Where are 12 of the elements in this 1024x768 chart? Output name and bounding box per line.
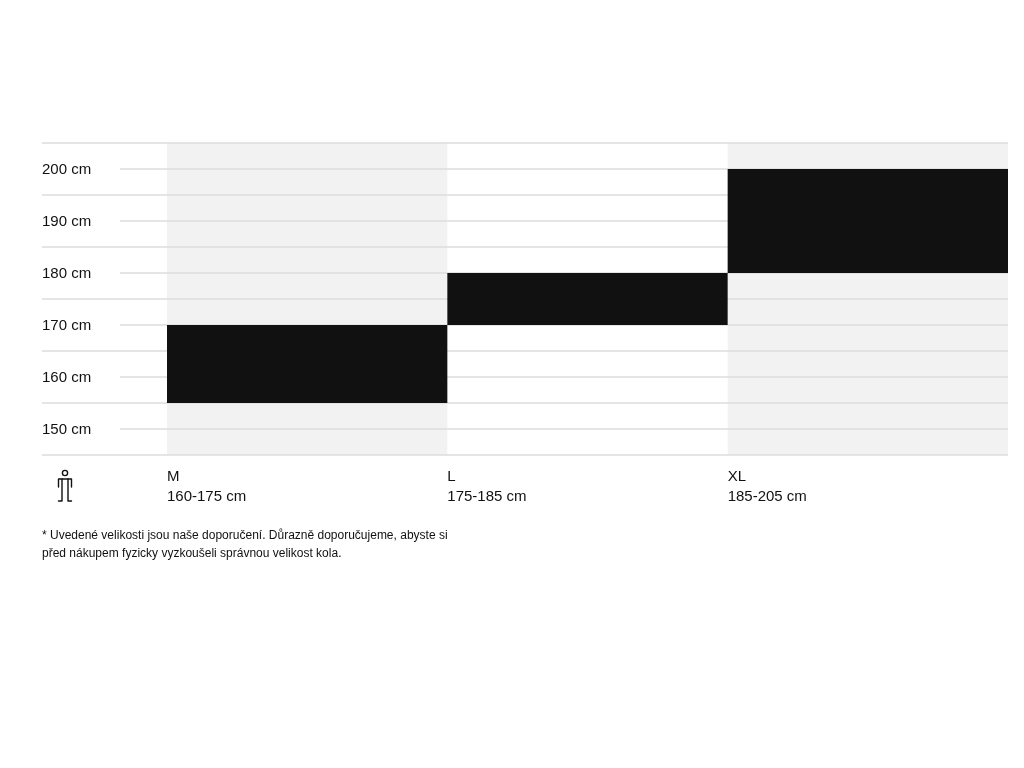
y-tick-label: 180 cm bbox=[42, 264, 92, 282]
x-tick-label: XL 185-205 cm bbox=[727, 467, 807, 504]
y-tick-label: 200 cm bbox=[42, 160, 92, 178]
bar bbox=[447, 273, 728, 325]
text: * Uvedené velikosti jsou naše doporučení. Důrazně doporučujeme, abyste si před nákupem fyzicky vyzkoušeli správnou velikost kola. bbox=[42, 528, 448, 560]
y-tick-label: 170 cm bbox=[42, 316, 92, 334]
bar bbox=[167, 325, 448, 403]
y-tick-label: 160 cm bbox=[42, 368, 92, 386]
y-tick-label: 190 cm bbox=[42, 212, 92, 230]
x-tick-label: L 175-185 cm bbox=[447, 467, 527, 504]
x-tick-label: M 160-175 cm bbox=[167, 467, 247, 504]
y-tick-label: 150 cm bbox=[42, 420, 92, 438]
